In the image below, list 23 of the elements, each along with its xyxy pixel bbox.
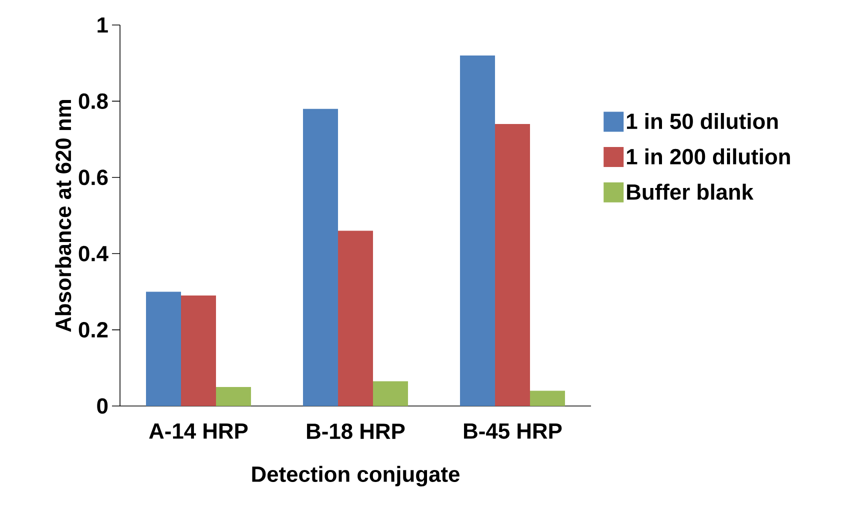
y-tick-label: 0.4 bbox=[78, 246, 108, 262]
legend-label: 1 in 200 dilution bbox=[626, 148, 790, 164]
bar bbox=[373, 381, 408, 406]
y-tick-label: 1 bbox=[98, 17, 108, 33]
bar bbox=[146, 292, 181, 406]
bar bbox=[338, 230, 374, 406]
y-tick-label: 0.2 bbox=[78, 322, 108, 338]
x-tick-label: A-14 HRP bbox=[149, 424, 248, 439]
bar bbox=[495, 124, 530, 406]
y-tick-label: 0 bbox=[97, 398, 108, 414]
bar bbox=[216, 386, 251, 406]
bar bbox=[181, 296, 216, 406]
x-axis-title: Detection conjugate bbox=[252, 466, 460, 486]
y-tick-label: 0.6 bbox=[78, 170, 108, 186]
bar bbox=[530, 390, 566, 406]
y-axis-title: Absorbance at 620 nm bbox=[55, 100, 72, 332]
x-tick-label: B-18 HRP bbox=[307, 424, 405, 440]
bar bbox=[303, 108, 338, 406]
y-tick-label: 0.8 bbox=[78, 93, 108, 109]
legend-label: 1 in 50 dilution bbox=[626, 112, 778, 130]
legend-label: Buffer blank bbox=[627, 184, 754, 200]
bar bbox=[460, 55, 496, 406]
x-tick-label: B-45 HRP bbox=[464, 424, 562, 439]
